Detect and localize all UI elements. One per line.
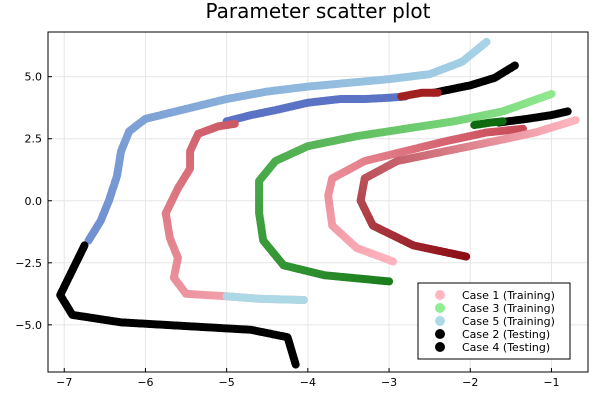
chart-title: Parameter scatter plot xyxy=(206,0,431,23)
series-case-1-training-outer xyxy=(356,116,580,261)
data-point xyxy=(230,119,239,128)
legend-label: Case 4 (Testing) xyxy=(462,341,550,354)
series-accent-darkgreen xyxy=(470,117,507,130)
legend-label: Case 1 (Training) xyxy=(462,289,555,302)
series-layer xyxy=(56,37,580,369)
legend-marker xyxy=(435,342,445,352)
series-case-3-training- xyxy=(255,90,556,286)
data-point xyxy=(510,61,519,70)
x-tick-label: −2 xyxy=(462,376,478,389)
x-tick-label: −7 xyxy=(56,376,72,389)
legend-label: Case 5 (Training) xyxy=(462,315,555,328)
y-tick-label: −5.0 xyxy=(15,319,42,332)
axes: −7 −6 −5 −4 −3 −2 −1 −5.0 −2.5 0.0 2.5 5.0 xyxy=(15,71,559,389)
data-point xyxy=(498,117,507,126)
legend-marker xyxy=(435,329,445,339)
y-tick-label: 0.0 xyxy=(25,195,43,208)
y-tick-label: 2.5 xyxy=(25,133,43,146)
series-accent-darkred xyxy=(397,88,442,101)
legend-marker xyxy=(435,303,445,313)
legend-marker xyxy=(435,316,445,326)
legend-marker xyxy=(435,290,445,300)
series-case-1-training-inner xyxy=(161,119,308,304)
y-tick-label: −2.5 xyxy=(15,257,42,270)
y-tick-label: 5.0 xyxy=(25,71,43,84)
data-point xyxy=(80,241,89,250)
data-point xyxy=(563,107,572,116)
series-case-5-training- xyxy=(84,37,491,245)
x-tick-label: −4 xyxy=(300,376,316,389)
data-point xyxy=(433,88,442,97)
legend: Case 1 (Training)Case 3 (Training)Case 5… xyxy=(417,282,571,360)
data-point xyxy=(571,116,580,125)
x-tick-label: −1 xyxy=(543,376,559,389)
series-case-1-training-inner-band xyxy=(222,292,308,304)
x-tick-label: −3 xyxy=(381,376,397,389)
x-tick-label: −5 xyxy=(219,376,235,389)
data-point xyxy=(222,292,231,301)
x-tick-label: −6 xyxy=(137,376,153,389)
data-point xyxy=(547,90,556,98)
plot-frame xyxy=(47,31,589,373)
series-case-2-testing- xyxy=(56,241,300,369)
legend-label: Case 3 (Training) xyxy=(462,302,555,315)
series-case-1-training-middle xyxy=(324,124,527,266)
data-point xyxy=(482,37,491,46)
legend-label: Case 2 (Testing) xyxy=(462,328,550,341)
